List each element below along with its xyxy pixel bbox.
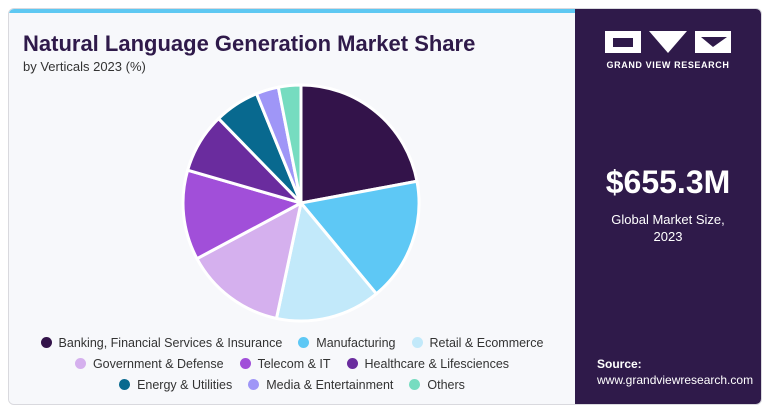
- legend-row: Banking, Financial Services & Insurance …: [9, 332, 575, 353]
- market-size-label-line: 2023: [653, 229, 683, 244]
- legend-swatch: [346, 358, 358, 369]
- legend-swatch: [248, 379, 260, 390]
- legend-swatch: [411, 337, 423, 348]
- legend-label: Others: [427, 377, 465, 392]
- accent-stripe: [9, 9, 575, 13]
- legend-label: Media & Entertainment: [266, 377, 394, 392]
- source-label: Source:: [597, 357, 642, 371]
- legend-item-media: Media & Entertainment: [248, 378, 393, 392]
- legend-label: Retail & Ecommerce: [429, 335, 544, 350]
- market-size-value: $655.3M: [605, 164, 731, 200]
- grand-view-research-logo: [605, 31, 731, 53]
- brand-name: GRAND VIEW RESEARCH: [606, 60, 730, 70]
- pie-slice-government-defense: [195, 201, 303, 320]
- summary-sidebar: GRAND VIEW RESEARCH $655.3M Global Marke…: [575, 9, 761, 404]
- legend-item-government: Government & Defense: [74, 356, 224, 371]
- legend-label: Telecom & IT: [257, 356, 331, 371]
- source-url[interactable]: www.grandviewresearch.com: [597, 373, 754, 387]
- legend-swatch: [40, 337, 52, 348]
- pie-slice-others: [276, 83, 303, 205]
- legend-item-manufacturing: Manufacturing: [298, 335, 396, 350]
- market-size-label-line: Global Market Size,: [611, 212, 725, 227]
- chart-panel: Natural Language Generation Market Share…: [9, 9, 575, 404]
- legend-item-others: Others: [409, 378, 465, 392]
- legend-item-retail: Retail & Ecommerce: [411, 335, 544, 350]
- legend-row: Energy & Utilities Media & Entertainment…: [9, 374, 575, 395]
- legend-item-healthcare: Healthcare & Lifesciences: [346, 356, 510, 371]
- pie-slice-retail-ecommerce: [274, 201, 378, 323]
- legend-item-telecom: Telecom & IT: [239, 356, 331, 371]
- pie-slice-manufacturing: [299, 179, 421, 296]
- page-title: Natural Language Generation Market Share: [23, 31, 476, 56]
- pie-slice-telecom-it: [181, 168, 303, 261]
- legend-swatch: [239, 358, 251, 369]
- chart-subtitle: by Verticals 2023 (%): [23, 59, 146, 74]
- legend-item-bfsi: Banking, Financial Services & Insurance: [40, 335, 283, 350]
- legend-swatch: [74, 358, 86, 369]
- legend-swatch: [298, 337, 310, 348]
- legend-swatch: [119, 379, 131, 390]
- legend-label: Healthcare & Lifesciences: [364, 356, 510, 371]
- legend-row: Government & Defense Telecom & IT Health…: [9, 353, 575, 374]
- legend-item-energy: Energy & Utilities: [119, 378, 232, 392]
- legend-label: Banking, Financial Services & Insurance: [58, 335, 283, 350]
- pie-chart: [181, 83, 421, 323]
- infographic-card: Natural Language Generation Market Share…: [8, 8, 762, 405]
- legend-label: Government & Defense: [92, 356, 224, 371]
- legend-swatch: [409, 379, 421, 390]
- chart-legend: Banking, Financial Services & Insurance …: [9, 332, 575, 395]
- legend-label: Energy & Utilities: [137, 377, 233, 392]
- pie-slice-banking-financial-services-insurance: [299, 83, 419, 205]
- legend-label: Manufacturing: [316, 335, 396, 350]
- market-size-label: Global Market Size, 2023: [575, 211, 761, 245]
